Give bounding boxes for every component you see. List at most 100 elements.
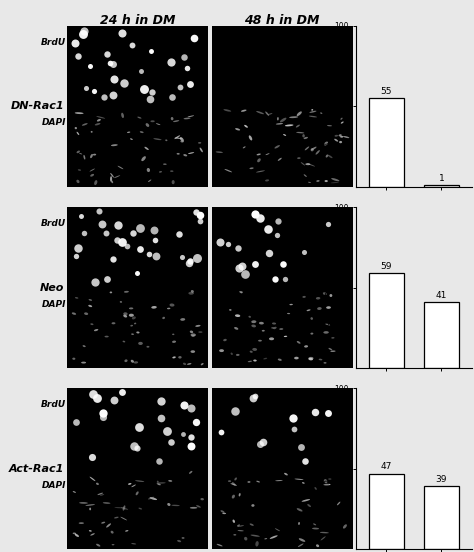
Ellipse shape: [273, 327, 277, 329]
Ellipse shape: [275, 480, 283, 481]
Ellipse shape: [248, 360, 252, 362]
Ellipse shape: [250, 351, 253, 353]
Ellipse shape: [299, 538, 305, 542]
Ellipse shape: [312, 528, 319, 529]
Point: [155, 457, 163, 465]
Ellipse shape: [341, 121, 344, 124]
Ellipse shape: [180, 318, 185, 321]
Ellipse shape: [94, 180, 97, 185]
Ellipse shape: [339, 141, 342, 144]
Text: 59: 59: [381, 262, 392, 270]
Point: [145, 250, 153, 258]
Ellipse shape: [334, 139, 338, 142]
Ellipse shape: [256, 153, 261, 155]
Ellipse shape: [301, 162, 305, 166]
Point: [151, 226, 158, 235]
Ellipse shape: [247, 481, 250, 483]
Ellipse shape: [183, 363, 186, 365]
Point: [265, 248, 273, 257]
Ellipse shape: [234, 477, 237, 480]
Point: [180, 53, 188, 62]
Text: BrdU: BrdU: [41, 38, 66, 47]
Point: [109, 254, 117, 263]
Point: [88, 452, 96, 461]
Ellipse shape: [278, 158, 282, 161]
Ellipse shape: [172, 505, 180, 506]
Ellipse shape: [147, 168, 150, 172]
Ellipse shape: [114, 517, 118, 518]
Ellipse shape: [82, 345, 86, 347]
Ellipse shape: [320, 113, 323, 114]
Ellipse shape: [146, 123, 149, 127]
Ellipse shape: [136, 331, 139, 333]
Ellipse shape: [324, 479, 328, 484]
Ellipse shape: [165, 140, 167, 141]
Ellipse shape: [304, 174, 307, 177]
Ellipse shape: [331, 178, 339, 181]
Point: [79, 29, 87, 38]
Ellipse shape: [109, 291, 112, 293]
Point: [272, 274, 279, 283]
Point: [249, 394, 257, 402]
Ellipse shape: [323, 362, 327, 364]
Ellipse shape: [170, 171, 173, 172]
Ellipse shape: [326, 155, 328, 157]
Ellipse shape: [196, 505, 201, 508]
Bar: [424, 302, 459, 368]
Ellipse shape: [316, 544, 319, 547]
Ellipse shape: [277, 117, 279, 120]
Point: [153, 252, 160, 261]
Ellipse shape: [239, 493, 241, 496]
Point: [251, 210, 259, 219]
Ellipse shape: [72, 312, 76, 315]
Ellipse shape: [251, 504, 255, 507]
Point: [192, 418, 200, 427]
Ellipse shape: [294, 357, 299, 359]
Ellipse shape: [131, 543, 136, 544]
Ellipse shape: [130, 325, 133, 327]
Ellipse shape: [233, 519, 235, 523]
Point: [234, 243, 241, 252]
Ellipse shape: [181, 141, 184, 142]
Point: [281, 274, 289, 283]
Ellipse shape: [156, 123, 160, 125]
Ellipse shape: [75, 297, 78, 299]
Ellipse shape: [251, 320, 256, 323]
Point: [147, 46, 155, 55]
Text: DN-Rac1: DN-Rac1: [10, 102, 64, 112]
Ellipse shape: [233, 534, 237, 535]
Point: [325, 408, 332, 417]
Ellipse shape: [187, 363, 191, 365]
Ellipse shape: [301, 499, 310, 502]
Ellipse shape: [264, 538, 267, 539]
Ellipse shape: [157, 484, 161, 485]
Ellipse shape: [234, 327, 238, 330]
Ellipse shape: [128, 483, 131, 485]
Point: [241, 269, 249, 278]
Text: 41: 41: [436, 291, 447, 300]
Ellipse shape: [326, 306, 331, 309]
Ellipse shape: [305, 163, 310, 165]
Point: [218, 427, 225, 436]
Ellipse shape: [89, 299, 92, 301]
Text: 48 h in DM: 48 h in DM: [245, 14, 320, 27]
Ellipse shape: [182, 537, 184, 539]
Ellipse shape: [225, 169, 232, 172]
Ellipse shape: [146, 346, 149, 348]
Point: [289, 414, 296, 423]
Ellipse shape: [191, 351, 195, 353]
Ellipse shape: [296, 132, 304, 134]
Ellipse shape: [230, 353, 233, 355]
Ellipse shape: [110, 176, 112, 182]
Y-axis label: Cells in S phase (%): Cells in S phase (%): [323, 250, 332, 326]
Point: [134, 444, 141, 453]
Ellipse shape: [89, 508, 91, 511]
Ellipse shape: [313, 523, 316, 526]
Text: 39: 39: [436, 475, 447, 484]
Ellipse shape: [297, 508, 302, 512]
Ellipse shape: [325, 323, 330, 326]
Ellipse shape: [82, 123, 88, 126]
Point: [93, 393, 101, 402]
Point: [109, 60, 117, 69]
Point: [110, 396, 118, 405]
